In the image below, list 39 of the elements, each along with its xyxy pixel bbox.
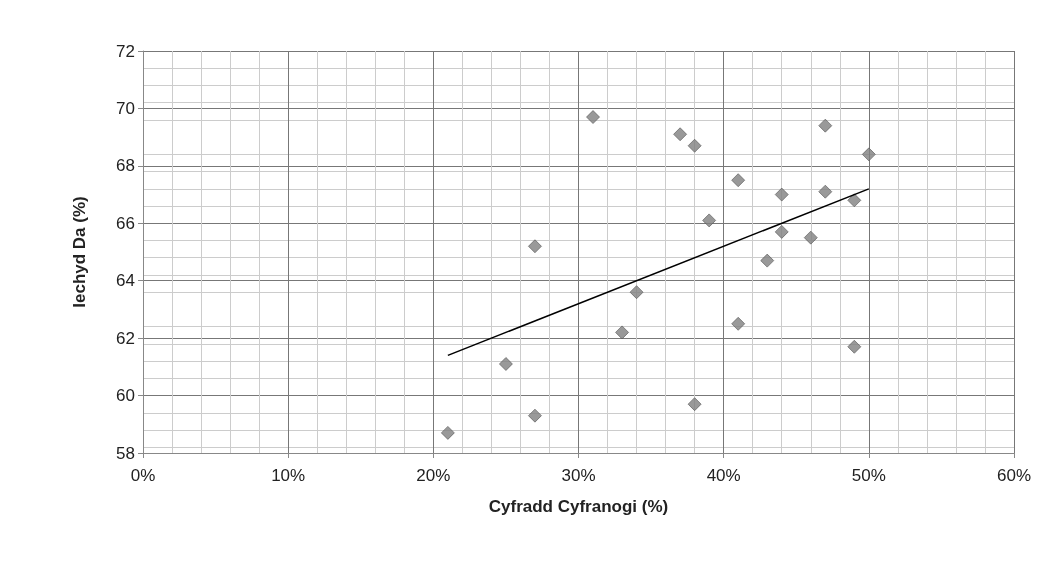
x-tick-label: 20% [416,466,451,485]
point [687,138,702,153]
x-tick-label: 0% [130,466,156,485]
point [731,316,746,331]
point [440,426,455,440]
point [528,239,542,254]
point [615,325,629,340]
point [528,408,542,423]
y-axis-title: Iechyd Da (%) [70,196,89,308]
x-tick-label: 10% [271,466,306,485]
x-tick-label: 30% [561,466,596,485]
y-tick-label: 68 [116,156,135,176]
point [702,213,717,228]
point [847,193,862,208]
y-tick-label: 58 [116,443,135,463]
point [687,397,702,412]
point [673,127,688,142]
point [861,147,876,162]
point [629,285,644,300]
y-tick-label: 70 [116,98,135,118]
point [731,173,746,188]
point [774,187,789,202]
y-tick-label: 66 [116,213,135,233]
y-tick-label: 72 [116,41,135,61]
point [847,339,862,354]
point [803,230,818,245]
x-tick-label: 50% [851,466,886,485]
x-tick-label: 40% [706,466,741,485]
y-tick-label: 64 [116,271,135,291]
point [818,184,833,199]
x-tick-label: 60% [996,466,1032,485]
y-tick-label: 60 [116,386,135,406]
point [760,253,775,268]
point [774,225,789,239]
point [499,357,513,371]
y-tick-label: 62 [116,328,135,348]
point [818,118,833,133]
point [586,110,600,124]
x-axis-title: Cyfradd Cyfranogi (%) [488,497,669,516]
